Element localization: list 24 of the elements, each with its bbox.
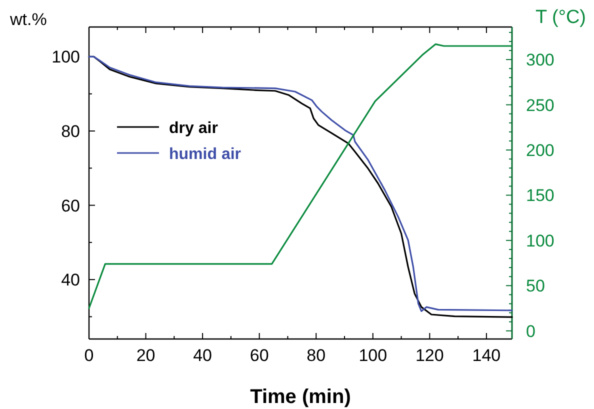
y-axis-title: wt.% [9,10,47,29]
y2-tick-label: 250 [526,96,554,115]
x-tick-label: 80 [306,346,326,365]
x-tick-label: 120 [415,346,444,365]
y2-tick-label: 300 [526,50,554,70]
y-tick-label: 100 [52,48,80,67]
x-tick-label: 0 [84,346,94,365]
x-tick-label: 100 [358,346,388,365]
y-tick-label: 80 [61,122,80,141]
y2-tick-label: 200 [526,140,554,160]
y2-tick-label: 50 [526,276,545,296]
y2-tick-label: 100 [526,231,554,250]
y-tick-label: 60 [61,196,80,216]
y2-tick-label: 0 [526,322,536,341]
x-tick-label: 40 [193,346,212,365]
x-tick-label: 60 [250,346,269,365]
x-tick-label: 20 [136,346,156,365]
x-tick-label: 140 [472,346,501,365]
y-tick-label: 40 [61,270,80,290]
legend-label: dry air [169,120,218,137]
y2-tick-label: 150 [526,186,554,206]
x-axis-title: Time (min) [250,386,351,408]
y2-axis-title: T (°C) [535,7,586,28]
legend-label: humid air [169,146,242,163]
